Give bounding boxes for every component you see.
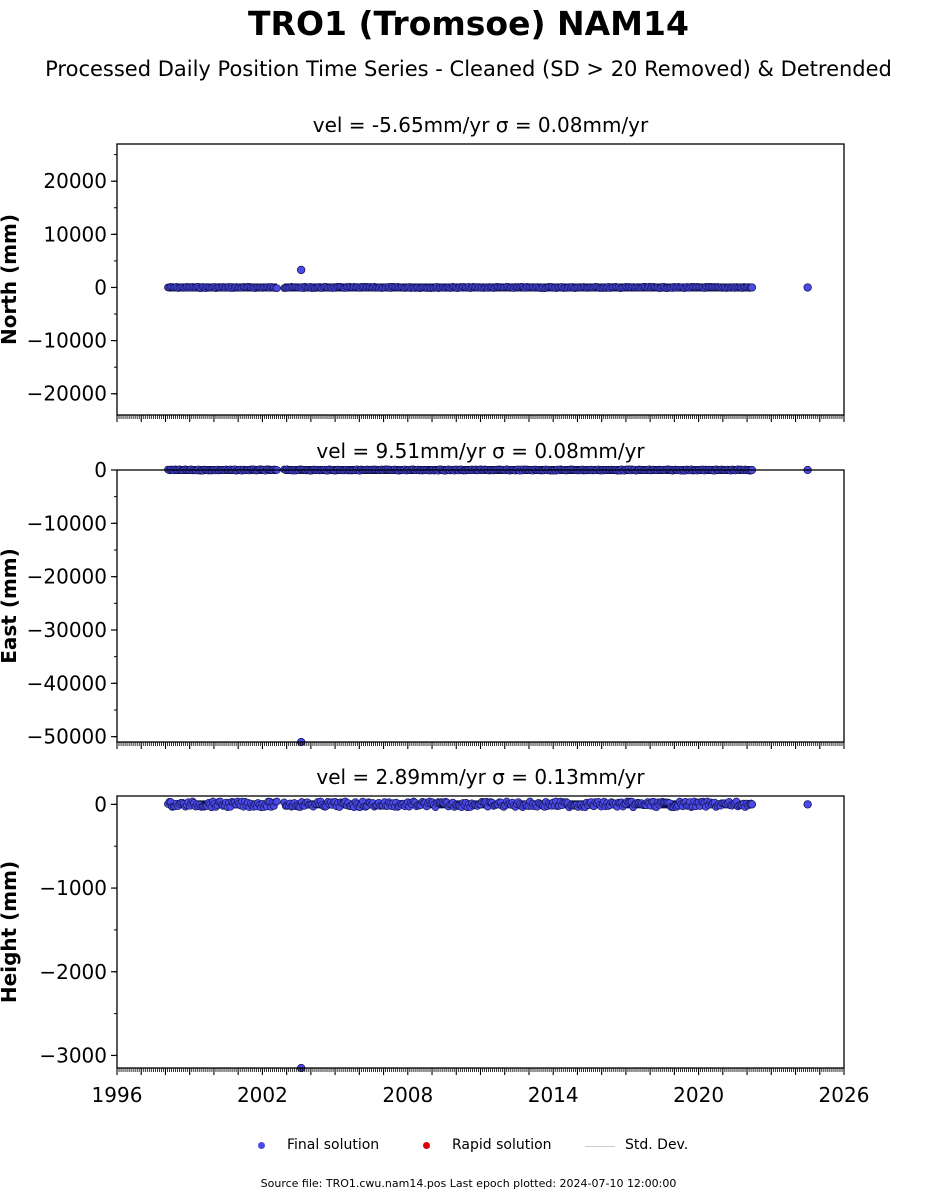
x-tick-label: 1996 [92,1083,143,1107]
y-tick-label: 0 [94,275,107,299]
x-tick-label: 2026 [819,1083,870,1107]
y-tick-label: −3000 [39,1043,107,1067]
y-tick-label: −20000 [27,382,107,406]
data-point [747,800,757,809]
data-point [273,797,281,806]
panel-1: vel = -5.65mm/yr σ = 0.08mm/yr North (mm)… [0,113,845,422]
y-tick-label: −40000 [27,671,107,695]
y-axis-label: East (mm) [0,548,21,664]
x-tick-label: 2020 [673,1083,724,1107]
time-series-chart: vel = -5.65mm/yr σ = 0.08mm/yr North (mm)… [0,113,869,1107]
data-point [803,283,812,292]
y-axis-label: North (mm) [0,214,21,345]
y-tick-label: −50000 [27,725,107,749]
chart-subtitle: Processed Daily Position Time Series - C… [45,57,892,81]
y-tick-label: −30000 [27,618,107,642]
y-tick-label: 0 [94,458,107,482]
panel-3: vel = 2.89mm/yr σ = 0.13mm/yr Height (mm)… [0,765,869,1107]
y-tick-label: −20000 [27,565,107,589]
y-tick-label: 10000 [43,222,107,246]
y-tick-label: −10000 [27,329,107,353]
data-point [747,283,757,292]
panel-2: vel = 9.51mm/yr σ = 0.08mm/yr East (mm) −5… [0,439,845,749]
legend-final-label: Final solution [287,1137,380,1153]
y-axis-label: Height (mm) [0,861,21,1003]
data-point [273,284,281,292]
data-point [803,800,812,809]
final-solution-series [164,265,812,293]
y-tick-label: −1000 [39,876,107,900]
plot-frame [116,469,845,743]
final-solution-series [164,465,812,747]
panel-title: vel = 2.89mm/yr σ = 0.13mm/yr [316,765,645,789]
source-footnote: Source file: TRO1.cwu.nam14.pos Last epo… [260,1177,677,1190]
y-tick-label: 20000 [43,169,107,193]
chart-title: TRO1 (Tromsoe) NAM14 [248,4,689,43]
legend-std-label: Std. Dev. [625,1137,689,1153]
data-point [297,265,306,275]
legend-final-marker [258,1142,265,1149]
y-tick-label: 0 [94,792,107,816]
y-tick-label: −10000 [27,511,107,535]
final-solution-series [164,797,812,1073]
plot-frame [116,795,845,1069]
x-tick-label: 2008 [382,1083,433,1107]
panel-title: vel = 9.51mm/yr σ = 0.08mm/yr [316,439,645,463]
legend-std-line [585,1146,615,1147]
panel-title: vel = -5.65mm/yr σ = 0.08mm/yr [313,113,649,137]
legend-rapid-marker [423,1142,430,1149]
x-tick-label: 2002 [237,1083,288,1107]
x-tick-label: 2014 [528,1083,579,1107]
plot-frame [116,143,845,416]
y-tick-label: −2000 [39,960,107,984]
legend-rapid-label: Rapid solution [452,1137,552,1153]
